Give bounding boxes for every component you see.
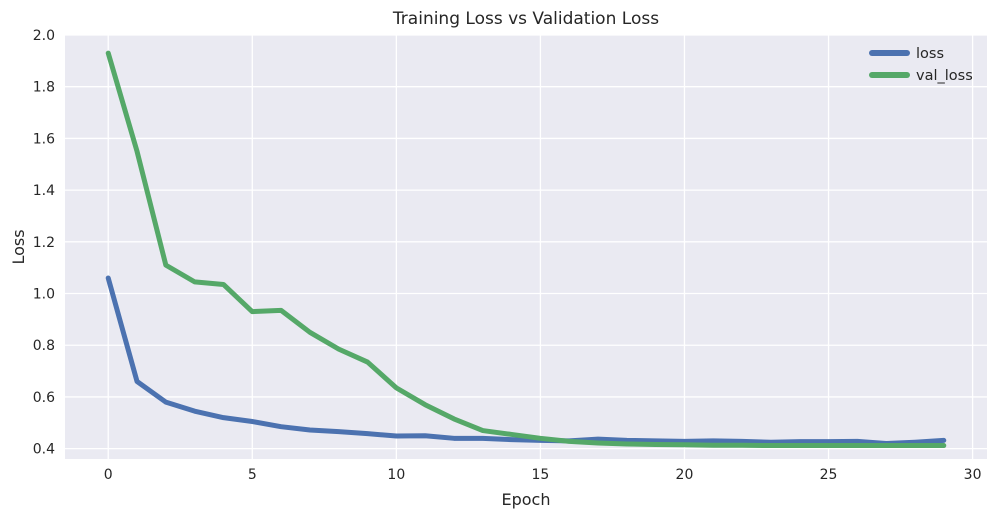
y-tick-label: 0.6 (33, 390, 55, 406)
x-tick-label: 5 (248, 467, 257, 483)
legend-label-loss: loss (916, 46, 944, 62)
series-line-loss (105, 275, 947, 446)
series-line-val-loss (105, 50, 947, 449)
grid-lines (65, 34, 987, 459)
y-tick-label: 1.4 (33, 183, 55, 199)
y-tick-label: 0.4 (33, 442, 55, 458)
y-tick-label: 1.8 (33, 80, 55, 96)
chart-title: Training Loss vs Validation Loss (392, 9, 659, 29)
x-tick-label: 30 (964, 467, 982, 483)
y-tick-label: 0.8 (33, 338, 55, 354)
x-tick-label: 20 (676, 467, 694, 483)
legend: loss val_loss (869, 46, 973, 84)
x-tick-label: 25 (820, 467, 838, 483)
series-lines (105, 50, 947, 449)
x-tick-label: 0 (104, 467, 113, 483)
x-tick-label: 15 (531, 467, 549, 483)
tick-labels: 0 5 10 15 20 25 30 0.4 0.6 0.8 1.0 1.2 1.4 1.6 1.8 2.0 (33, 28, 982, 483)
y-tick-label: 1.6 (33, 131, 55, 147)
y-tick-label: 1.0 (33, 287, 55, 303)
y-axis-label: Loss (9, 229, 28, 264)
plot-area-background (65, 35, 987, 459)
legend-label-val-loss: val_loss (916, 68, 973, 84)
y-tick-label: 1.2 (33, 235, 55, 251)
x-tick-label: 10 (387, 467, 405, 483)
y-tick-label: 2.0 (33, 28, 55, 44)
x-axis-label: Epoch (502, 490, 551, 509)
